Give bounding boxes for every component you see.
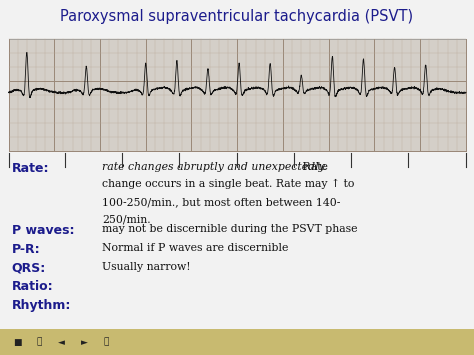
Text: P waves:: P waves:	[12, 224, 74, 237]
Text: Rhythm:: Rhythm:	[12, 299, 71, 312]
Text: Ratio:: Ratio:	[12, 280, 54, 294]
Text: 100-250/min., but most often between 140-: 100-250/min., but most often between 140…	[102, 197, 340, 207]
Text: ⏸: ⏸	[36, 338, 42, 347]
Bar	[9, 39, 466, 151]
Text: Rate: Rate	[299, 162, 328, 171]
Text: ◄: ◄	[58, 338, 65, 347]
Text: Paroxysmal supraventricular tachycardia (PSVT): Paroxysmal supraventricular tachycardia …	[61, 9, 413, 24]
Text: ►: ►	[81, 338, 88, 347]
Text: Usually narrow!: Usually narrow!	[102, 262, 191, 272]
Text: 250/min.: 250/min.	[102, 215, 151, 225]
Text: QRS:: QRS:	[12, 262, 46, 275]
Text: change occurs in a single beat. Rate may ↑ to: change occurs in a single beat. Rate may…	[102, 179, 354, 190]
Text: ■: ■	[13, 338, 21, 347]
Text: ⏺: ⏺	[104, 338, 109, 347]
Text: rate changes abruptly and unexpectedly.: rate changes abruptly and unexpectedly.	[102, 162, 327, 171]
Text: Rate:: Rate:	[12, 162, 49, 175]
Text: P-R:: P-R:	[12, 243, 40, 256]
Text: Normal if P waves are discernible: Normal if P waves are discernible	[102, 243, 288, 253]
Text: may not be discernible during the PSVT phase: may not be discernible during the PSVT p…	[102, 224, 357, 234]
Bar	[0, 329, 474, 355]
